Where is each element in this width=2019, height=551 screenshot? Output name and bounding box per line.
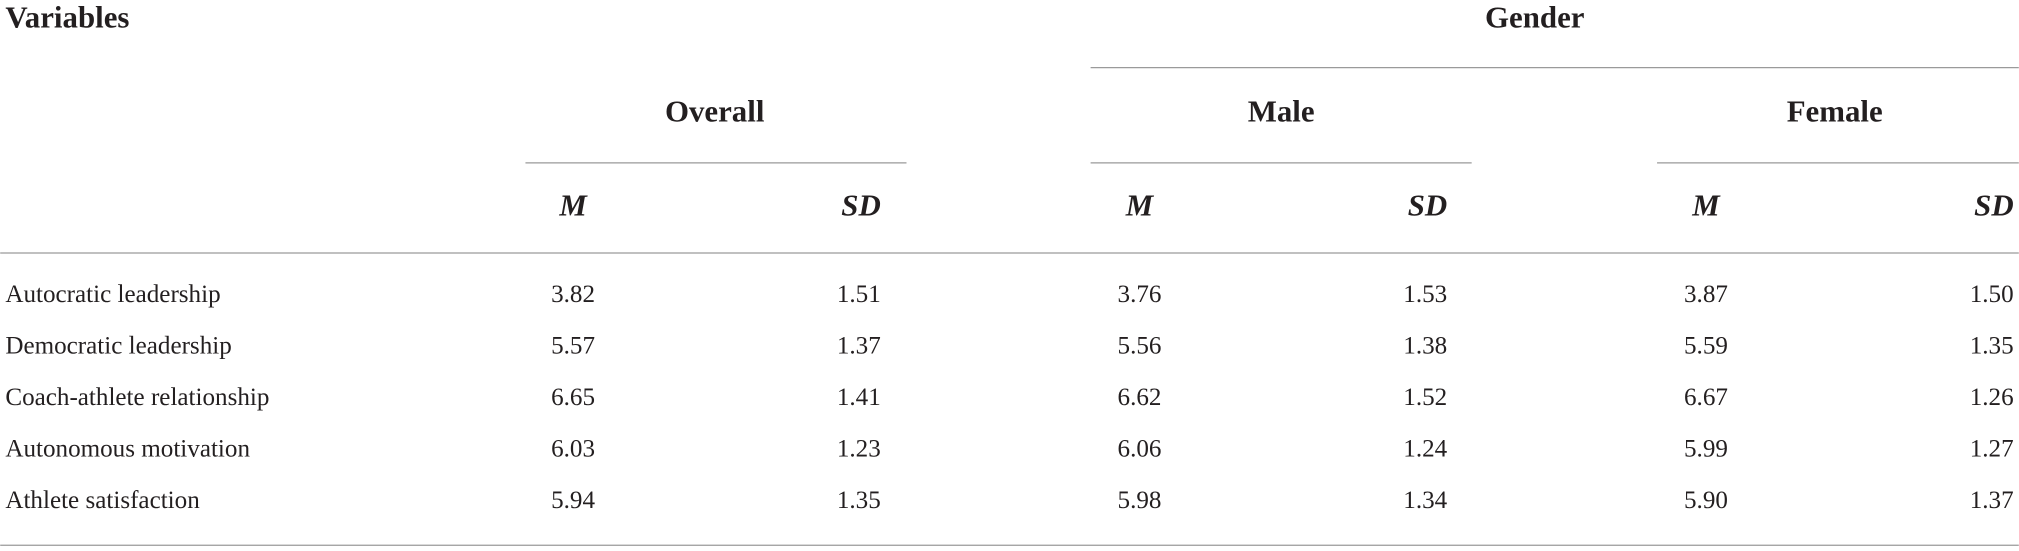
cell: 1.27 — [1970, 435, 2014, 462]
cell: 5.99 — [1684, 435, 1728, 462]
cell: 5.98 — [1118, 487, 1162, 514]
cell: 5.94 — [551, 487, 595, 514]
cell: 1.24 — [1403, 435, 1447, 462]
cell: 1.35 — [837, 487, 881, 514]
cell: 6.03 — [551, 435, 595, 462]
cell: 1.53 — [1403, 281, 1447, 308]
stat-header: SD — [1974, 188, 2013, 223]
cell: 1.38 — [1403, 332, 1447, 359]
cell: 1.37 — [1970, 487, 2014, 514]
cell: 3.82 — [551, 281, 595, 308]
stat-header: M — [1125, 188, 1155, 223]
cell: 3.76 — [1118, 281, 1162, 308]
cell: 5.57 — [551, 332, 595, 359]
cell: 1.23 — [837, 435, 881, 462]
cell: 1.41 — [837, 384, 881, 411]
stat-header: M — [1691, 188, 1721, 223]
row-label: Athlete satisfaction — [5, 487, 200, 514]
stat-header: SD — [1408, 188, 1447, 223]
row-label: Autonomous motivation — [5, 435, 250, 462]
cell: 6.67 — [1684, 384, 1728, 411]
cell: 1.34 — [1403, 487, 1447, 514]
cell: 6.62 — [1118, 384, 1162, 411]
cell: 1.37 — [837, 332, 881, 359]
cell: 5.90 — [1684, 487, 1728, 514]
cell: 3.87 — [1684, 281, 1728, 308]
cell: 1.26 — [1970, 384, 2014, 411]
cell: 1.50 — [1970, 281, 2014, 308]
row-label: Democratic leadership — [5, 332, 231, 359]
row-label: Coach-athlete relationship — [5, 384, 269, 411]
cell: 1.35 — [1970, 332, 2014, 359]
header-gender: Gender — [1485, 0, 1585, 35]
cell: 1.52 — [1403, 384, 1447, 411]
cell: 6.65 — [551, 384, 595, 411]
group-header: Female — [1787, 94, 1883, 129]
cell: 6.06 — [1118, 435, 1162, 462]
header-variables: Variables — [5, 0, 129, 35]
cell: 1.51 — [837, 281, 881, 308]
group-header: Overall — [665, 94, 765, 129]
cell: 5.56 — [1118, 332, 1162, 359]
stat-header: SD — [841, 188, 880, 223]
stat-header: M — [558, 188, 588, 223]
group-header: Male — [1248, 94, 1315, 129]
cell: 5.59 — [1684, 332, 1728, 359]
row-label: Autocratic leadership — [5, 281, 220, 308]
